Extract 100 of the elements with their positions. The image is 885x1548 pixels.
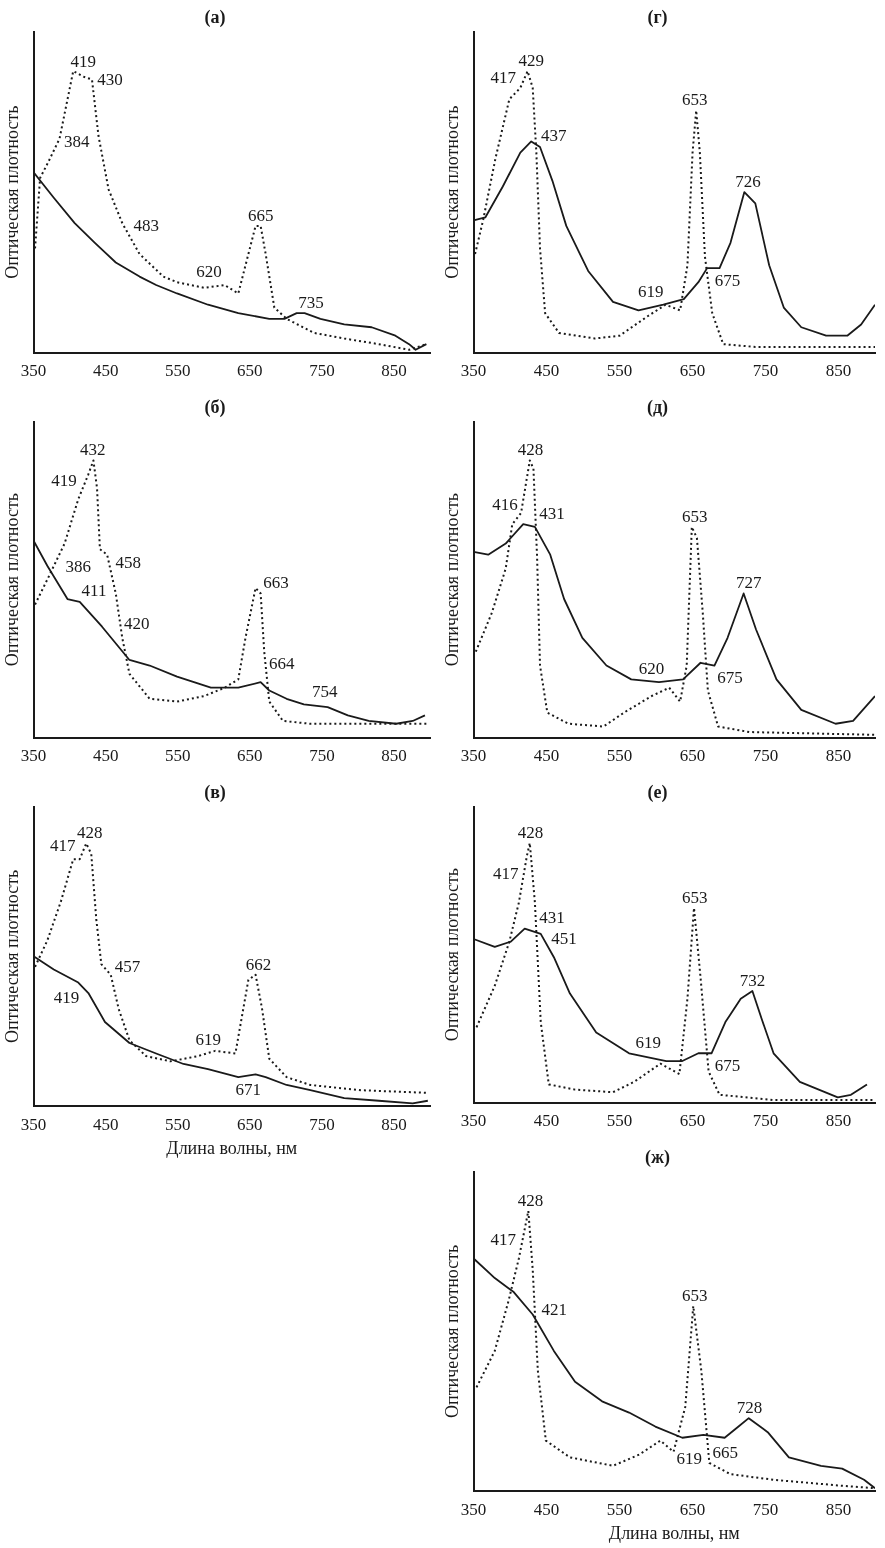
y-axis-title: Оптическая плотность — [441, 1244, 462, 1418]
annotation: 416 — [492, 495, 518, 515]
x-tick-label: 450 — [92, 746, 119, 766]
x-tick-label: 650 — [237, 746, 263, 766]
annotation: 458 — [115, 553, 141, 573]
annotation: 664 — [268, 654, 295, 674]
x-tick-label: 850 — [381, 746, 407, 766]
annotation: 417 — [490, 67, 517, 87]
annotation: 430 — [97, 70, 123, 90]
y-axis-title: Оптическая плотность — [441, 867, 462, 1042]
annotation: 619 — [637, 281, 664, 301]
annotation: 732 — [739, 970, 766, 990]
x-axis-title: Длина волны, нм — [608, 1522, 740, 1543]
annotation: 663 — [263, 572, 289, 592]
x-axis-title: Длина волны, нм — [166, 1137, 298, 1158]
y-axis-title: Оптическая плотность — [441, 105, 462, 279]
annotation: 675 — [714, 1056, 741, 1076]
x-tick-label: 850 — [825, 746, 852, 766]
x-tick-label: 450 — [533, 1111, 560, 1131]
annotation: 419 — [53, 988, 80, 1008]
x-tick-label: 350 — [460, 1499, 487, 1519]
x-tick-label: 750 — [752, 746, 779, 766]
y-axis-title: Оптическая плотность — [1, 869, 22, 1043]
x-tick-label: 550 — [165, 746, 191, 766]
x-tick-label: 550 — [606, 1111, 633, 1131]
annotation: 483 — [133, 216, 159, 236]
annotation: 653 — [681, 90, 708, 110]
x-tick-label: 350 — [20, 1114, 47, 1134]
annotation: 419 — [70, 51, 97, 71]
x-tick-label: 650 — [679, 361, 706, 381]
x-tick-label: 850 — [825, 1111, 852, 1131]
annotation: 620 — [196, 262, 222, 282]
x-tick-label: 450 — [533, 746, 560, 766]
annotation: 653 — [681, 1286, 708, 1306]
x-tick-label: 450 — [533, 361, 560, 381]
x-tick-label: 850 — [825, 1499, 852, 1519]
x-tick-label: 350 — [460, 746, 487, 766]
x-tick-label: 350 — [20, 746, 47, 766]
annotation: 428 — [517, 822, 544, 842]
chart-title: (д) — [646, 397, 669, 419]
x-tick-label: 850 — [381, 1114, 407, 1134]
annotation: 384 — [64, 132, 91, 152]
chart-title: (е) — [647, 782, 668, 804]
x-tick-label: 550 — [606, 1499, 633, 1519]
annotation: 421 — [541, 1299, 567, 1319]
annotation: 671 — [235, 1080, 261, 1100]
x-tick-label: 750 — [752, 1111, 779, 1131]
annotation: 457 — [114, 956, 141, 976]
x-tick-label: 550 — [165, 1114, 191, 1134]
x-tick-label: 550 — [606, 746, 633, 766]
annotation: 620 — [638, 659, 665, 679]
x-tick-label: 750 — [752, 361, 779, 381]
annotation: 451 — [551, 928, 577, 948]
x-tick-label: 850 — [381, 361, 407, 381]
annotation: 662 — [245, 954, 272, 974]
annotation: 429 — [518, 51, 545, 71]
x-tick-label: 550 — [165, 361, 191, 381]
annotation: 726 — [735, 172, 761, 192]
annotation: 428 — [77, 823, 103, 843]
chart-title: (в) — [204, 782, 226, 804]
annotation: 728 — [736, 1398, 763, 1418]
chart-title: (б) — [204, 397, 226, 419]
x-tick-label: 350 — [460, 361, 487, 381]
annotation: 665 — [247, 205, 274, 225]
x-tick-label: 650 — [237, 361, 263, 381]
y-axis-title: Оптическая плотность — [1, 492, 22, 667]
annotation: 411 — [81, 581, 107, 600]
annotation: 735 — [298, 293, 324, 313]
x-tick-label: 450 — [533, 1499, 560, 1519]
annotation: 675 — [717, 668, 743, 688]
annotation: 653 — [681, 887, 708, 907]
annotation: 675 — [714, 271, 741, 291]
annotation: 754 — [312, 682, 339, 702]
x-tick-label: 550 — [606, 361, 633, 381]
annotation: 619 — [676, 1448, 702, 1468]
annotation: 619 — [635, 1033, 661, 1053]
annotation: 386 — [65, 556, 92, 576]
annotation: 431 — [539, 503, 565, 523]
annotation: 665 — [712, 1442, 738, 1462]
x-tick-label: 650 — [679, 746, 706, 766]
annotation: 420 — [124, 614, 150, 634]
x-tick-label: 450 — [92, 361, 119, 381]
annotation: 428 — [517, 440, 544, 460]
chart-title: (г) — [647, 7, 668, 29]
annotation: 417 — [493, 863, 519, 883]
chart-title: (а) — [204, 7, 226, 29]
annotation: 419 — [51, 470, 77, 490]
annotation: 417 — [49, 836, 76, 856]
annotation: 432 — [79, 440, 106, 460]
annotation: 428 — [517, 1190, 544, 1210]
x-tick-label: 650 — [237, 1114, 263, 1134]
y-axis-title: Оптическая плотность — [441, 492, 462, 667]
x-tick-label: 650 — [679, 1111, 706, 1131]
x-tick-label: 850 — [825, 361, 852, 381]
y-axis-title: Оптическая плотность — [1, 105, 22, 279]
x-tick-label: 350 — [20, 361, 47, 381]
x-tick-label: 750 — [309, 746, 335, 766]
annotation: 619 — [195, 1030, 221, 1050]
x-tick-label: 650 — [679, 1499, 706, 1519]
annotation: 431 — [539, 908, 565, 928]
